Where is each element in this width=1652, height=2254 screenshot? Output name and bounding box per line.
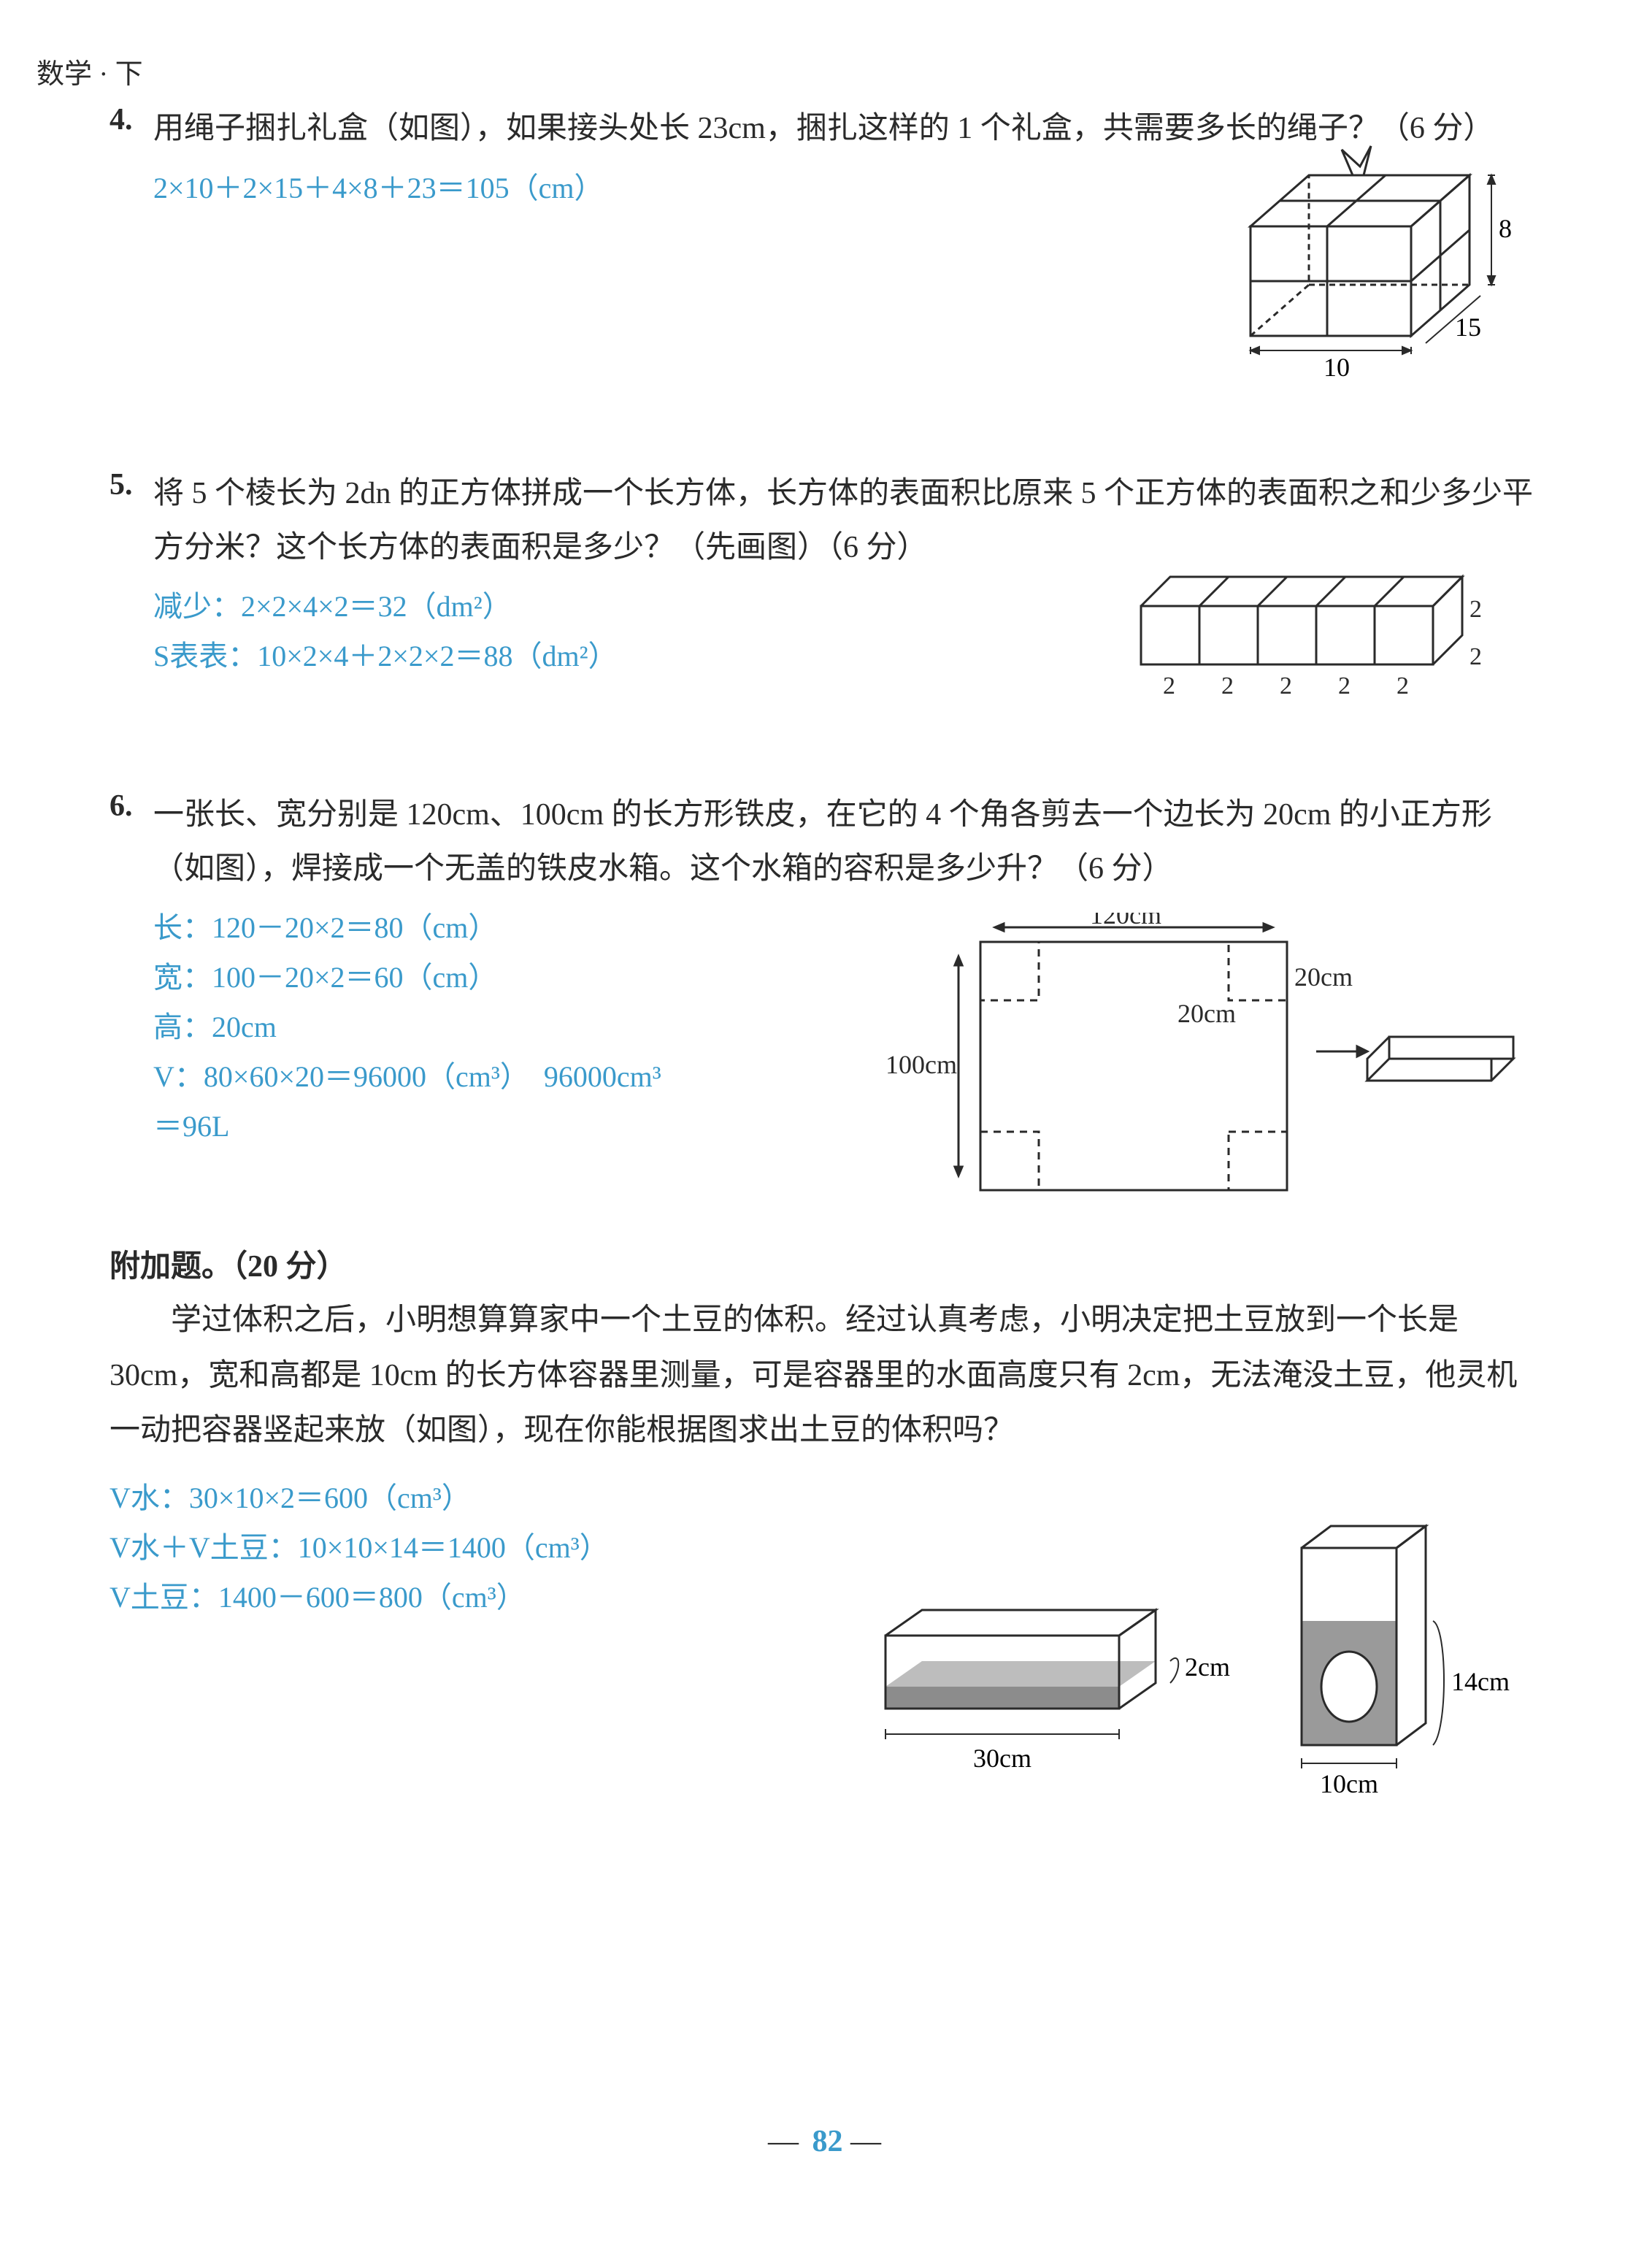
q6-dim-W: 100cm (885, 1050, 957, 1079)
bonus-dim-len: 30cm (973, 1744, 1031, 1773)
q5-text: 将 5 个棱长为 2dn 的正方体拼成一个长方体，长方体的表面积比原来 5 个正… (153, 467, 1542, 575)
q4-dim-w: 10 (1323, 353, 1350, 380)
bonus-answer-3: V土豆：1400－600＝800（cm³） (110, 1581, 526, 1614)
q6-answer-1: 长：120－20×2＝80（cm） (153, 903, 810, 953)
bonus-dim-h2: 14cm (1451, 1667, 1510, 1696)
q6-dim-cut1: 20cm (1177, 999, 1236, 1028)
dash-left: — (768, 2125, 812, 2158)
bonus-answer-1: V水：30×10×2＝600（cm³） (110, 1481, 471, 1514)
q5-label-d: 2 (1469, 643, 1482, 670)
question-6: 6. 一张长、宽分别是 120cm、100cm 的长方形铁皮，在它的 4 个角各… (110, 789, 1542, 1197)
q6-answer-3: 高：20cm (153, 1003, 810, 1052)
q6-dim-L: 120cm (1090, 913, 1161, 929)
q5-label-4: 2 (1338, 672, 1351, 699)
q5-label-h: 2 (1469, 596, 1482, 623)
q5-number: 5. (110, 467, 133, 502)
bonus-figure: 30cm 2cm (856, 1519, 1528, 1800)
bonus-answer-2: V水＋V土豆：10×10×14＝1400（cm³） (110, 1531, 609, 1564)
q6-answer-5: ＝96L (153, 1102, 810, 1151)
q5-figure: 2 2 2 2 2 2 2 (1119, 562, 1528, 705)
page-header: 数学 · 下 (37, 51, 143, 91)
page-number: — 82 — (0, 2124, 1652, 2159)
q6-figure: 120cm 100cm 20cm 20cm (885, 913, 1542, 1223)
q5-label-2: 2 (1221, 672, 1234, 699)
q4-figure: 10 15 8 (1207, 131, 1513, 383)
dash-right: — (850, 2125, 884, 2158)
q5-label-1: 2 (1163, 672, 1175, 699)
content-area: 4. 用绳子捆扎礼盒（如图），如果接头处长 23cm，捆扎这样的 1 个礼盒，共… (110, 102, 1542, 1796)
q6-number: 6. (110, 789, 133, 824)
q6-dim-cut2: 20cm (1294, 962, 1353, 992)
question-5: 5. 将 5 个棱长为 2dn 的正方体拼成一个长方体，长方体的表面积比原来 5… (110, 467, 1542, 745)
q4-dim-d: 15 (1455, 313, 1481, 342)
q4-number: 4. (110, 102, 133, 137)
q6-text: 一张长、宽分别是 120cm、100cm 的长方形铁皮，在它的 4 个角各剪去一… (153, 789, 1542, 896)
q5-label-5: 2 (1396, 672, 1409, 699)
bonus-dim-w2: 10cm (1320, 1769, 1378, 1796)
q6-answers: 长：120－20×2＝80（cm） 宽：100－20×2＝60（cm） 高：20… (153, 903, 810, 1151)
q4-dim-h: 8 (1499, 214, 1512, 243)
question-4: 4. 用绳子捆扎礼盒（如图），如果接头处长 23cm，捆扎这样的 1 个礼盒，共… (110, 102, 1542, 423)
q5-label-3: 2 (1280, 672, 1292, 699)
q6-answer-2: 宽：100－20×2＝60（cm） (153, 953, 810, 1003)
q6-answer-4: V：80×60×20＝96000（cm³） 96000cm³ (153, 1052, 810, 1102)
bonus-text: 学过体积之后，小明想算算家中一个土豆的体积。经过认真考虑，小明决定把土豆放到一个… (110, 1293, 1542, 1459)
bonus-dim-h1: 2cm (1185, 1652, 1230, 1682)
page-number-value: 82 (812, 2125, 843, 2158)
bonus-title: 附加题。（20 分） (110, 1241, 1542, 1286)
bonus-section: 附加题。（20 分） 学过体积之后，小明想算算家中一个土豆的体积。经过认真考虑，… (110, 1241, 1542, 1796)
